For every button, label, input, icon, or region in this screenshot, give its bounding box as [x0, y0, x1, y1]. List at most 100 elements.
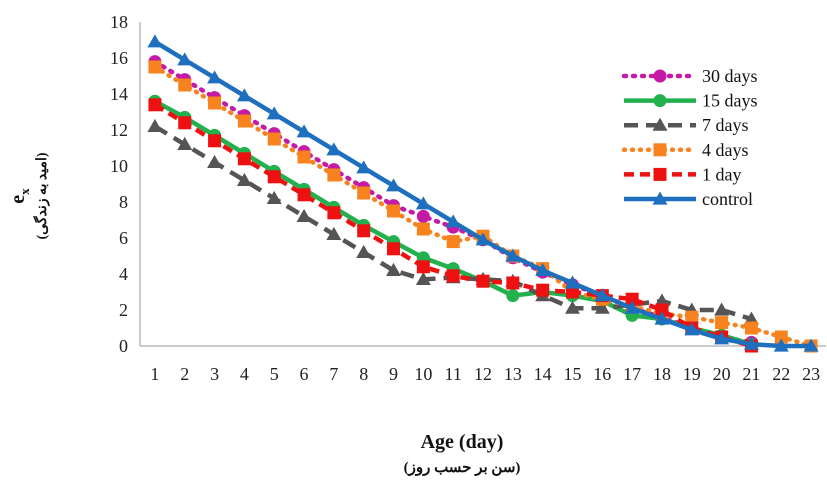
x-tick-label: 6	[300, 364, 309, 384]
data-point-control	[147, 34, 163, 48]
legend-item-15-days: 15 days	[624, 91, 758, 111]
y-tick-label: 16	[110, 48, 128, 68]
data-point-7-days	[594, 300, 610, 314]
x-tick-label: 9	[389, 364, 398, 384]
legend-label-15-days: 15 days	[702, 91, 758, 111]
data-point-control	[475, 232, 491, 246]
legend-marker-4-days	[653, 143, 667, 157]
y-tick-label: 2	[119, 300, 128, 320]
data-point-1-day	[148, 98, 162, 112]
data-point-control	[236, 88, 252, 102]
x-tick-label: 8	[359, 364, 368, 384]
data-point-control	[386, 178, 401, 192]
legend-marker-7-days	[652, 117, 668, 131]
data-point-1-day	[536, 283, 550, 297]
data-point-control	[177, 52, 193, 66]
data-point-1-day	[625, 292, 639, 306]
x-tick-label: 16	[593, 364, 611, 384]
x-tick-label: 21	[742, 364, 760, 384]
legend-label-7-days: 7 days	[702, 115, 749, 135]
data-point-1-day	[416, 260, 430, 274]
x-tick-label: 7	[329, 364, 338, 384]
data-point-4-days	[446, 235, 460, 249]
data-point-control	[445, 214, 461, 228]
data-point-7-days	[386, 262, 401, 277]
data-point-4-days	[744, 321, 758, 335]
data-point-4-days	[148, 60, 162, 74]
data-point-1-day	[446, 269, 460, 283]
chart-axes	[139, 22, 826, 347]
x-tick-label: 20	[713, 364, 731, 384]
x-tick-label: 15	[563, 364, 581, 384]
x-tick-label: 11	[445, 364, 462, 384]
y-tick-label: 4	[119, 264, 128, 284]
legend-item-4-days: 4 days	[621, 140, 749, 160]
data-point-1-day	[387, 242, 401, 256]
x-tick-label: 3	[210, 364, 219, 384]
data-point-control	[743, 336, 759, 350]
data-point-7-days	[207, 154, 223, 169]
data-point-1-day	[237, 152, 251, 166]
legend-label-1-day: 1 day	[702, 164, 742, 184]
data-point-1-day	[357, 224, 371, 238]
data-point-1-day	[565, 285, 579, 299]
data-point-control	[207, 70, 223, 84]
y-tick-label: 6	[119, 228, 128, 248]
x-tick-label: 22	[772, 364, 790, 384]
data-point-control	[266, 106, 282, 120]
data-point-7-days	[326, 226, 342, 241]
data-point-4-days	[178, 78, 192, 92]
x-tick-label: 5	[270, 364, 279, 384]
x-tick-label: 17	[623, 364, 641, 384]
y-axis-title: ex	[7, 188, 32, 204]
data-point-control	[326, 142, 342, 156]
data-point-1-day	[655, 303, 669, 317]
legend: 30 days 15 days 7 days 4 days 1 day control	[621, 66, 758, 209]
data-point-control	[505, 248, 521, 262]
data-point-1-day	[327, 206, 341, 220]
data-point-4-days	[774, 330, 788, 344]
y-axis-subtitle: (امید به زندگی)	[33, 152, 50, 239]
y-axis-title-subscript: x	[17, 188, 32, 195]
legend-item-1-day: 1 day	[624, 164, 742, 184]
data-point-4-days	[237, 114, 251, 128]
data-point-4-days	[267, 132, 281, 146]
legend-marker-30-days	[653, 69, 667, 83]
data-point-7-days	[266, 190, 282, 205]
data-point-control	[714, 331, 730, 345]
legend-marker-1-day	[653, 167, 667, 181]
data-point-7-days	[236, 172, 252, 187]
x-tick-label: 18	[653, 364, 671, 384]
x-tick-label: 12	[474, 364, 492, 384]
data-point-1-day	[267, 170, 281, 184]
data-point-7-days	[177, 136, 193, 151]
data-point-control	[565, 275, 580, 289]
y-axis-title-main: e	[7, 195, 29, 204]
y-tick-label: 18	[110, 12, 128, 32]
y-tick-label: 14	[110, 84, 128, 104]
y-tick-label: 12	[110, 120, 128, 140]
x-axis-title: Age (day)	[421, 431, 504, 453]
data-point-1-day	[208, 134, 222, 148]
data-point-7-days	[743, 311, 759, 325]
data-point-4-days	[327, 168, 341, 182]
legend-item-control: control	[624, 189, 753, 209]
data-point-control	[803, 338, 819, 352]
data-point-control	[535, 262, 551, 277]
data-point-control	[415, 196, 431, 210]
series-control	[147, 34, 819, 352]
x-tick-label: 14	[534, 364, 552, 384]
data-point-4-days	[297, 150, 311, 164]
data-point-7-days	[356, 244, 372, 259]
data-point-control	[684, 322, 700, 336]
data-point-7-days	[147, 118, 163, 133]
data-point-15-days	[506, 289, 520, 303]
x-tick-label: 4	[240, 364, 249, 384]
legend-marker-15-days	[653, 94, 667, 108]
legend-item-30-days: 30 days	[621, 66, 758, 86]
data-point-control	[654, 311, 670, 325]
x-tick-labels: 1 2 3 4 5 6 7 8 9 10 11 12 13 14 15 16 17 18 19 20 21 22 23	[150, 364, 820, 384]
y-tick-labels: 0 2 4 6 8 10 12 14 16 18	[110, 12, 128, 356]
data-point-control	[296, 124, 312, 138]
